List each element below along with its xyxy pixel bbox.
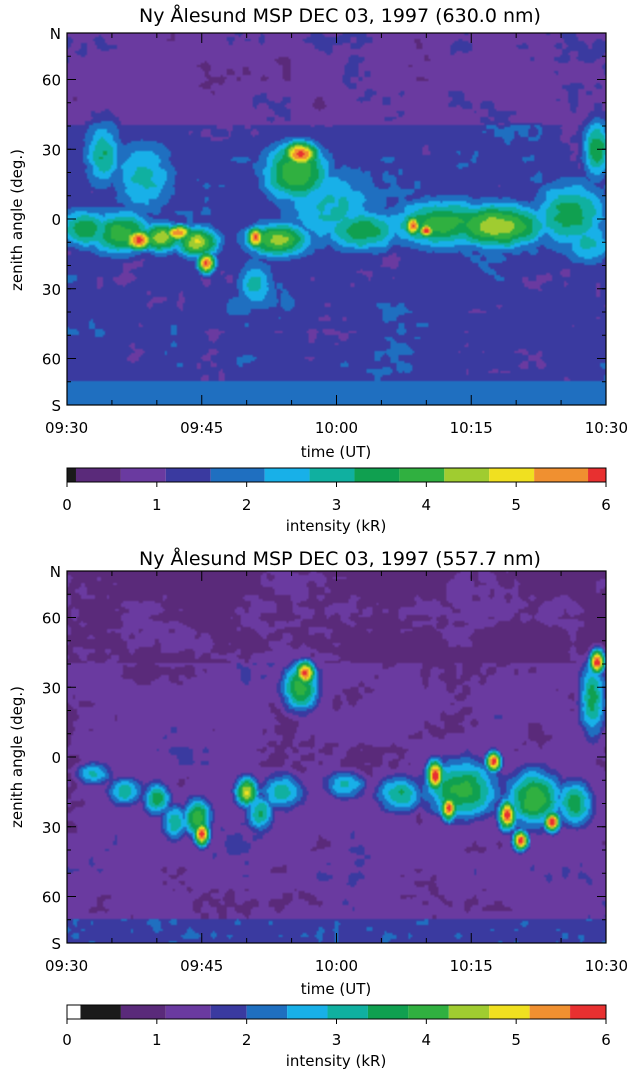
- heatmap-image: [67, 33, 606, 405]
- y-axis: N 60 30 0 30 60 S: [42, 25, 606, 415]
- colorbar-swatch: [287, 1005, 328, 1019]
- colorbar-swatch: [448, 1005, 490, 1019]
- y-tick-label: S: [51, 397, 61, 415]
- x-tick-label: 10:15: [450, 957, 493, 975]
- colorbar-swatch: [309, 468, 355, 482]
- colorbar-swatch: [399, 468, 445, 482]
- y-tick-label: 30: [42, 141, 61, 159]
- y-tick-label: N: [50, 25, 61, 43]
- y-tick-label: N: [50, 563, 61, 581]
- colorbar-swatch: [75, 468, 121, 482]
- x-tick-label: 10:00: [315, 419, 358, 437]
- colorbar-swatch: [120, 468, 166, 482]
- y-tick-label: 0: [51, 211, 61, 229]
- colorbar-tick-label: 2: [242, 496, 252, 514]
- heatmap-image: [67, 571, 606, 943]
- colorbar: 0 1 2 3 4 5 6: [62, 1004, 611, 1049]
- colorbar-swatch: [489, 468, 535, 482]
- colorbar-swatch: [354, 468, 400, 482]
- colorbar-swatch: [444, 468, 490, 482]
- x-tick-label: 10:30: [585, 957, 628, 975]
- colorbar-swatch: [80, 1005, 121, 1019]
- y-tick-label: 60: [42, 889, 61, 907]
- y-tick-label: 0: [51, 749, 61, 767]
- colorbar-tick-label: 3: [332, 1031, 342, 1049]
- colorbar-tick-label: 4: [422, 1031, 432, 1049]
- panel-557nm: Ny Ålesund MSP DEC 03, 1997 (557.7 nm) N…: [8, 547, 628, 1070]
- colorbar-swatch: [588, 468, 606, 482]
- colorbar-swatch: [210, 1005, 247, 1019]
- colorbar-swatch: [165, 468, 211, 482]
- x-tick-label: 09:30: [45, 957, 88, 975]
- y-tick-label: 30: [42, 819, 61, 837]
- colorbar-swatch: [367, 1005, 409, 1019]
- colorbar-tick-label: 1: [152, 496, 162, 514]
- colorbar-swatch: [408, 1005, 449, 1019]
- y-tick-label: 30: [42, 281, 61, 299]
- x-tick-label: 10:30: [585, 419, 628, 437]
- colorbar-tick-label: 4: [422, 496, 432, 514]
- x-tick-label: 10:00: [315, 957, 358, 975]
- x-axis-label: time (UT): [301, 443, 372, 461]
- y-tick-label: 60: [42, 351, 61, 369]
- colorbar: 0 1 2 3 4 5 6: [62, 467, 611, 514]
- colorbar-swatch: [264, 468, 310, 482]
- x-axis-label: time (UT): [301, 980, 372, 998]
- colorbar-swatch: [327, 1005, 368, 1019]
- colorbar-swatch: [67, 1005, 81, 1019]
- y-axis-label: zenith angle (deg.): [8, 149, 26, 291]
- chart-title: Ny Ålesund MSP DEC 03, 1997 (557.7 nm): [139, 547, 541, 570]
- colorbar-tick-label: 2: [242, 1031, 252, 1049]
- colorbar-swatch: [165, 1005, 211, 1019]
- colorbar-swatch: [534, 468, 589, 482]
- x-tick-label: 09:45: [180, 957, 223, 975]
- colorbar-swatch: [67, 468, 76, 482]
- panel-630nm: Ny Ålesund MSP DEC 03, 1997 (630.0 nm) N…: [8, 4, 628, 535]
- colorbar-tick-label: 3: [332, 496, 342, 514]
- colorbar-tick-label: 0: [62, 1031, 72, 1049]
- colorbar-tick-label: 5: [511, 1031, 521, 1049]
- colorbar-tick-label: 1: [152, 1031, 162, 1049]
- y-tick-label: S: [51, 935, 61, 953]
- x-tick-label: 09:30: [45, 419, 88, 437]
- x-tick-label: 09:45: [180, 419, 223, 437]
- colorbar-label: intensity (kR): [286, 1052, 387, 1070]
- x-axis: 09:30 09:45 10:00 10:15 10:30: [45, 33, 628, 437]
- colorbar-swatch: [489, 1005, 530, 1019]
- colorbar-swatch: [529, 1005, 571, 1019]
- x-axis: 09:30 09:45 10:00 10:15 10:30: [45, 571, 628, 975]
- y-tick-label: 60: [42, 72, 61, 90]
- colorbar-swatch: [120, 1005, 166, 1019]
- y-axis-label: zenith angle (deg.): [8, 686, 26, 828]
- colorbar-swatch: [210, 468, 265, 482]
- colorbar-swatch: [246, 1005, 288, 1019]
- y-tick-label: 60: [42, 610, 61, 628]
- colorbar-tick-label: 6: [601, 1031, 611, 1049]
- colorbar-label: intensity (kR): [286, 517, 387, 535]
- y-tick-label: 30: [42, 679, 61, 697]
- y-axis: N 60 30 0 30 60 S: [42, 563, 606, 953]
- colorbar-tick-label: 0: [62, 496, 72, 514]
- colorbar-swatch: [570, 1005, 606, 1019]
- colorbar-tick-label: 5: [511, 496, 521, 514]
- colorbar-tick-label: 6: [601, 496, 611, 514]
- chart-title: Ny Ålesund MSP DEC 03, 1997 (630.0 nm): [139, 4, 541, 27]
- x-tick-label: 10:15: [450, 419, 493, 437]
